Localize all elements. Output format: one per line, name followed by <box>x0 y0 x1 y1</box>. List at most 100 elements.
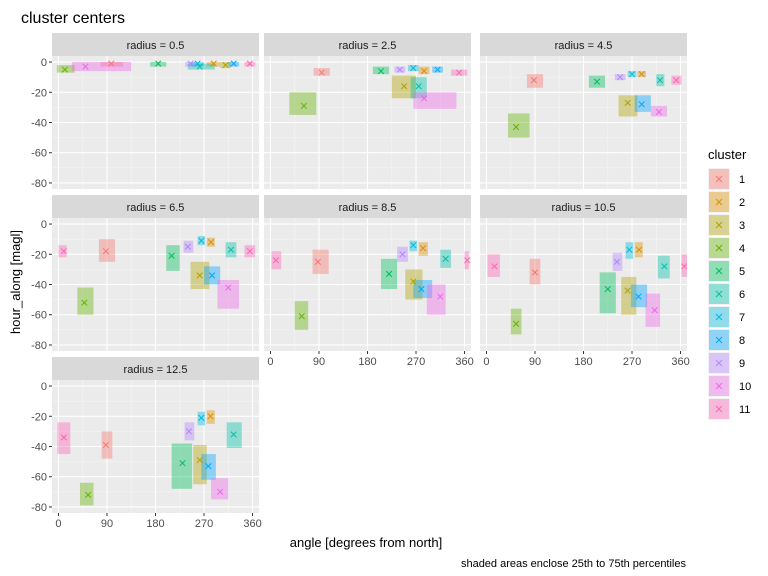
marker-stroke <box>84 491 92 499</box>
iqr-box-cluster-1 <box>313 68 330 76</box>
y-tick-label: -20 <box>31 249 47 261</box>
marker-stroke <box>651 307 658 314</box>
data-layer <box>57 410 242 506</box>
legend-label: 7 <box>739 312 745 324</box>
facet-strip <box>480 195 687 218</box>
legend-item: 8 <box>708 329 745 351</box>
center-marker-cluster-9 <box>187 60 194 67</box>
marker-stroke <box>102 248 110 255</box>
iqr-box-cluster-10 <box>650 105 668 117</box>
x-tick-label: 90 <box>101 518 113 530</box>
data-layer <box>58 236 256 315</box>
facet-strip-label: radius = 12.5 <box>124 364 188 376</box>
center-marker-cluster-6 <box>196 63 203 70</box>
iqr-box-cluster-7 <box>625 242 634 259</box>
legend-item: 6 <box>708 283 745 305</box>
marker-stroke <box>399 251 406 258</box>
legend-item: 10 <box>708 375 751 397</box>
center-marker-cluster-7 <box>198 237 205 244</box>
legend-title: cluster <box>708 147 747 162</box>
center-marker-cluster-2 <box>638 70 645 78</box>
legend-key-marker <box>715 244 723 252</box>
marker-stroke <box>198 237 205 244</box>
x-tick-label: 360 <box>671 356 689 368</box>
facet-panel: radius = 8.5 0 90 180 270 360 <box>264 195 474 368</box>
center-marker-cluster-2 <box>420 67 428 75</box>
x-tick-label: 180 <box>574 356 592 368</box>
marker-stroke <box>410 278 417 285</box>
center-marker-cluster-11 <box>60 434 68 441</box>
legend-item: 4 <box>708 237 745 259</box>
facet-panel: radius = 2.5 <box>264 33 471 189</box>
iqr-box-cluster-7 <box>197 411 206 426</box>
y-tick-label: 0 <box>41 57 47 69</box>
facet-strip-label: radius = 2.5 <box>339 40 397 52</box>
legend-label: 4 <box>739 243 745 255</box>
iqr-box-cluster-9 <box>185 62 196 67</box>
legend-key-marker <box>715 336 723 344</box>
marker-stroke <box>410 64 417 72</box>
center-marker-cluster-11 <box>60 248 68 255</box>
center-marker-cluster-4 <box>81 299 88 306</box>
y-tick-label: -80 <box>31 340 47 352</box>
legend: 1 2 3 4 5 6 7 8 9 10 11 <box>708 168 751 420</box>
center-marker-cluster-8 <box>208 272 216 279</box>
marker-stroke <box>638 70 645 78</box>
data-layer <box>289 64 468 115</box>
center-marker-cluster-3 <box>222 61 229 69</box>
data-layer <box>271 240 471 330</box>
marker-stroke <box>401 83 408 90</box>
center-marker-cluster-10 <box>437 293 444 300</box>
chart-caption: shaded areas enclose 25th to 75th percen… <box>461 558 687 570</box>
iqr-box-cluster-3 <box>621 276 637 315</box>
center-marker-cluster-5 <box>168 252 175 259</box>
x-tick-label: 0 <box>483 356 489 368</box>
x-axis-label: angle [degrees from north] <box>290 535 442 550</box>
marker-stroke <box>187 60 194 67</box>
y-tick-label: -20 <box>31 411 47 423</box>
marker-stroke <box>194 60 201 67</box>
x-tick-label: 180 <box>358 356 376 368</box>
iqr-box-cluster-6 <box>410 77 427 99</box>
legend-label: 2 <box>739 197 745 209</box>
center-marker-cluster-6 <box>415 83 422 90</box>
marker-stroke <box>418 285 425 293</box>
iqr-box-cluster-5 <box>166 245 180 271</box>
iqr-box-cluster-11 <box>57 422 71 455</box>
marker-stroke <box>617 74 624 81</box>
marker-stroke <box>437 293 444 300</box>
marker-stroke <box>624 99 631 107</box>
center-marker-cluster-5 <box>155 60 162 67</box>
x-tick-label: 270 <box>407 356 425 368</box>
legend-item: 7 <box>708 306 745 328</box>
marker-stroke <box>210 60 217 67</box>
marker-stroke <box>530 77 538 84</box>
center-marker-cluster-3 <box>196 456 203 464</box>
iqr-box-cluster-10 <box>413 92 457 109</box>
marker-stroke <box>207 413 214 420</box>
marker-stroke <box>626 246 633 253</box>
center-marker-cluster-11 <box>455 69 463 76</box>
y-tick-label: -60 <box>31 472 47 484</box>
center-marker-cluster-5 <box>604 285 611 293</box>
facet-strip <box>52 195 259 218</box>
x-tick-label: 360 <box>455 356 473 368</box>
center-marker-cluster-6 <box>661 263 668 270</box>
marker-stroke <box>60 248 68 255</box>
center-marker-cluster-7 <box>194 60 201 67</box>
marker-stroke <box>635 293 642 300</box>
center-marker-cluster-6 <box>227 246 235 253</box>
center-marker-cluster-11 <box>491 263 498 270</box>
iqr-box-cluster-10 <box>71 62 132 72</box>
center-marker-cluster-1 <box>318 69 325 76</box>
facet-strip <box>264 195 471 218</box>
legend-item: 11 <box>708 398 750 420</box>
facet-panel: radius = 12.5 0 -20 -40 -60 -80 0 90 180 270 360 <box>31 357 262 530</box>
center-marker-cluster-1 <box>530 77 538 84</box>
marker-stroke <box>420 95 428 102</box>
legend-label: 3 <box>739 220 745 232</box>
center-marker-cluster-8 <box>230 60 237 67</box>
marker-stroke <box>230 60 237 67</box>
center-marker-cluster-1 <box>102 248 110 255</box>
center-marker-cluster-1 <box>108 60 115 67</box>
